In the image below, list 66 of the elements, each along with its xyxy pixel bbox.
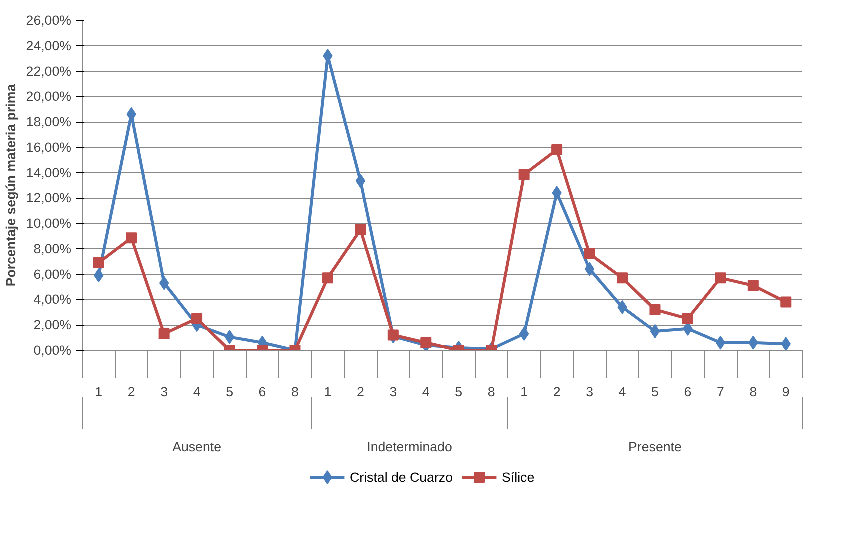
- y-tick-label: 14,00%: [26, 165, 72, 180]
- point: [780, 296, 792, 308]
- y-tick-label: 20,00%: [26, 89, 72, 104]
- point: [519, 327, 530, 341]
- point: [192, 313, 203, 324]
- point: [781, 337, 791, 350]
- point: [552, 144, 563, 156]
- y-tick-label: 2,00%: [34, 318, 72, 333]
- x-tick-label: 4: [618, 384, 627, 400]
- point: [159, 276, 170, 290]
- x-tick-label: 5: [652, 384, 659, 400]
- x-tick-label: 1: [324, 384, 332, 400]
- point: [126, 232, 138, 244]
- x-tick-label: 6: [258, 384, 266, 400]
- point: [322, 272, 334, 284]
- point: [518, 169, 530, 180]
- legend-label: Cristal de Cuarzo: [350, 470, 453, 485]
- x-tick-label: 7: [716, 384, 724, 400]
- x-tick-label: 9: [782, 384, 790, 400]
- x-tick-label: 8: [750, 384, 758, 400]
- point: [584, 248, 596, 260]
- point: [748, 280, 759, 292]
- legend-label: Sílice: [502, 470, 535, 485]
- y-tick-label: 26,00%: [26, 13, 72, 28]
- text: Presente: [628, 440, 682, 454]
- x-tick-label: 3: [586, 384, 594, 400]
- point: [93, 257, 104, 268]
- y-tick-label: 6,00%: [34, 266, 72, 282]
- y-tick-label: 16,00%: [26, 140, 72, 155]
- x-tick-label: 4: [193, 384, 202, 400]
- x-tick-label: 3: [160, 384, 168, 400]
- x-tick-label: 2: [128, 384, 136, 400]
- point: [224, 330, 235, 344]
- y-tick-label: 10,00%: [26, 216, 72, 232]
- x-tick-label: 5: [455, 384, 463, 400]
- point: [158, 328, 170, 340]
- y-tick-label: 18,00%: [26, 114, 72, 130]
- x-tick-label: 2: [553, 384, 561, 400]
- x-tick-label: 8: [488, 384, 496, 400]
- x-tick-label: 5: [226, 384, 234, 400]
- y-tick-label: 12,00%: [26, 190, 72, 206]
- point: [650, 304, 661, 316]
- y-tick-label: 4,00%: [34, 292, 72, 308]
- x-tick-label: 1: [520, 384, 528, 400]
- point: [356, 174, 366, 188]
- x-tick-label: 1: [95, 384, 103, 400]
- y-tick-label: 22,00%: [26, 64, 72, 79]
- y-tick-label: 24,00%: [26, 38, 72, 54]
- y-tick-label: 0,00%: [34, 343, 72, 358]
- point: [617, 272, 628, 284]
- point: [716, 336, 726, 350]
- x-tick-label: 8: [292, 384, 299, 400]
- x-tick-label: 6: [684, 384, 692, 400]
- text: Ausente: [172, 440, 222, 454]
- y-tick-label: 8,00%: [34, 241, 72, 256]
- y-axis-title: Porcentaje según materia prima: [3, 84, 18, 287]
- point: [355, 224, 366, 236]
- point: [682, 313, 694, 324]
- x-tick-label: 2: [356, 384, 364, 400]
- x-tick-label: 4: [422, 384, 430, 400]
- text: Indeterminado: [367, 440, 452, 454]
- x-tick-label: 3: [390, 384, 398, 400]
- point: [584, 262, 595, 276]
- point: [388, 330, 399, 341]
- point: [715, 272, 726, 284]
- point: [650, 324, 660, 338]
